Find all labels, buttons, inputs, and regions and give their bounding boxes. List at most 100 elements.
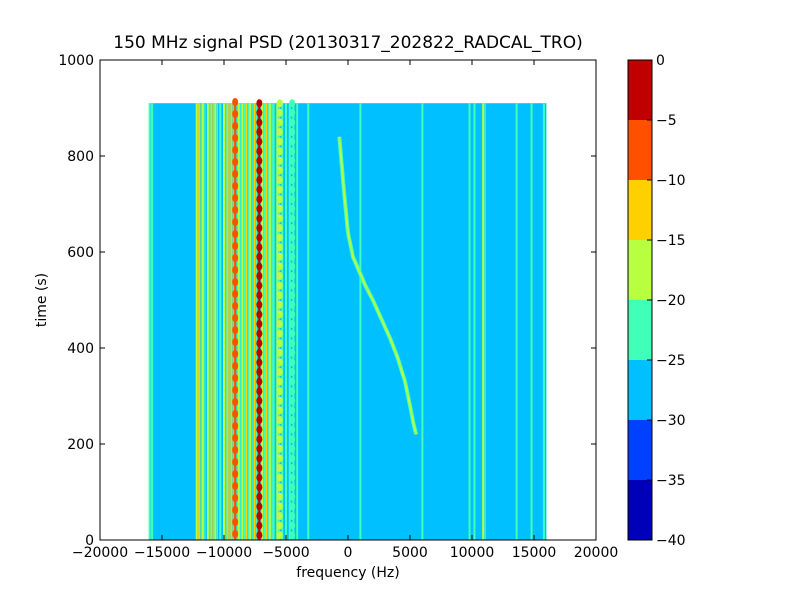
heatmap-modulated-bead (289, 281, 296, 290)
heatmap-modulated-bead (276, 320, 283, 328)
heatmap-modulated-bead (276, 243, 283, 252)
heatmap-modulated-bead (256, 464, 263, 472)
colorbar: −40 −35 −30 −25 −20 −15 −10 −5 0 (627, 53, 686, 549)
heatmap-modulated-bead (232, 182, 239, 190)
colorbar-ticks: −40 −35 −30 −25 −20 −15 −10 −5 0 (647, 53, 686, 549)
heatmap-modulated-bead (256, 214, 263, 223)
heatmap-modulated-bead (276, 396, 283, 405)
heatmap-modulated-bead (276, 176, 283, 184)
x-axis-ticks: −20000 −15000 −10000 −5000 0 5000 10000 15000 20… (72, 60, 618, 561)
heatmap-background (149, 103, 547, 540)
heatmap-modulated-bead (256, 368, 263, 376)
plot-area (99, 59, 597, 541)
heatmap-modulated-bead (232, 470, 239, 478)
heatmap-modulated-bead (232, 506, 239, 514)
heatmap-modulated-bead (232, 230, 239, 238)
heatmap-modulated-bead (289, 502, 296, 511)
heatmap-modulated-bead (276, 521, 283, 530)
heatmap-modulated-bead (289, 272, 296, 280)
heatmap-modulated-bead (256, 358, 263, 367)
heatmap-modulated-bead (276, 252, 283, 261)
heatmap-modulated-bead (232, 350, 239, 358)
heatmap-modulated-bead (232, 218, 239, 226)
heatmap-modulated-bead (276, 233, 283, 242)
colorbar-tick-label: −10 (656, 173, 686, 189)
heatmap-modulated-bead (289, 368, 296, 376)
x-tick-label: −15000 (134, 545, 190, 561)
heatmap-modulated-bead (232, 362, 239, 370)
y-tick-label: 0 (85, 533, 94, 549)
heatmap-modulated-bead (256, 291, 263, 300)
heatmap-modulated-bead (276, 444, 283, 453)
heatmap-modulated-bead (256, 406, 263, 415)
heatmap-modulated-bead (289, 204, 296, 213)
heatmap-modulated-bead (232, 314, 239, 322)
heatmap-modulated-bead (232, 446, 239, 454)
heatmap-modulated-bead (276, 291, 283, 300)
y-axis-ticks: 0 200 400 600 800 1000 (58, 53, 596, 549)
x-tick-label: −20000 (72, 545, 128, 561)
heatmap-modulated-bead (276, 473, 283, 482)
heatmap-modulated-bead (232, 290, 239, 298)
x-tick-label: 0 (344, 545, 353, 561)
heatmap-modulated-bead (289, 166, 296, 175)
heatmap-modulated-bead (289, 137, 296, 146)
heatmap-modulated-bead (289, 214, 296, 223)
heatmap-modulated-bead (289, 262, 296, 271)
heatmap-modulated-bead (256, 147, 263, 156)
heatmap-modulated-bead (289, 128, 296, 136)
heatmap-modulated-bead (232, 146, 239, 154)
colorbar-band (628, 60, 652, 120)
heatmap-modulated-bead (256, 233, 263, 242)
heatmap-modulated-bead (289, 377, 296, 386)
heatmap-modulated-bead (232, 170, 239, 178)
heatmap-modulated-bead (256, 502, 263, 511)
x-tick-label: 10000 (450, 545, 495, 561)
heatmap-modulated-bead (232, 242, 239, 250)
heatmap-modulated-bead (289, 233, 296, 242)
y-tick-label: 200 (67, 437, 94, 453)
heatmap-modulated-bead (232, 266, 239, 274)
colorbar-band (628, 240, 652, 300)
heatmap-modulated-bead (232, 158, 239, 166)
heatmap-modulated-bead (276, 108, 283, 117)
heatmap-modulated-bead (232, 434, 239, 442)
y-tick-label: 1000 (58, 53, 94, 69)
heatmap-modulated-bead (289, 300, 296, 309)
heatmap-modulated-bead (276, 195, 283, 204)
x-tick-label: 15000 (512, 545, 557, 561)
heatmap-modulated-bead (276, 464, 283, 472)
heatmap-modulated-bead (232, 194, 239, 202)
heatmap-modulated-bead (276, 377, 283, 386)
heatmap-modulated-bead (276, 281, 283, 290)
heatmap-modulated-bead (232, 134, 239, 142)
heatmap-modulated-bead (289, 512, 296, 520)
heatmap-modulated-bead (232, 374, 239, 382)
x-tick-label: 5000 (392, 545, 428, 561)
heatmap-modulated-bead (276, 348, 283, 357)
heatmap-modulated-bead (289, 329, 296, 338)
y-tick-label: 400 (67, 341, 94, 357)
colorbar-band (628, 360, 652, 420)
heatmap-modulated-bead (276, 425, 283, 434)
heatmap-modulated-bead (289, 147, 296, 156)
heatmap-modulated-bead (232, 326, 239, 334)
heatmap-modulated-bead (276, 416, 283, 424)
heatmap-modulated-bead (276, 483, 283, 492)
heatmap-modulated-bead (232, 482, 239, 490)
heatmap-modulated-bead (256, 329, 263, 338)
heatmap-modulated-bead (289, 464, 296, 472)
heatmap-modulated-bead (256, 444, 263, 453)
heatmap-modulated-bead (256, 262, 263, 271)
heatmap-modulated-bead (289, 320, 296, 328)
heatmap-modulated-bead (276, 185, 283, 194)
heatmap-modulated-bead (256, 118, 263, 127)
heatmap-modulated-bead (289, 454, 296, 463)
heatmap-modulated-bead (232, 458, 239, 466)
heatmap-modulated-bead (256, 531, 263, 540)
heatmap-modulated-bead (256, 166, 263, 175)
heatmap-modulated-bead (289, 291, 296, 300)
heatmap-modulated-bead (276, 310, 283, 319)
heatmap-modulated-bead (276, 166, 283, 175)
heatmap-modulated-bead (256, 473, 263, 482)
